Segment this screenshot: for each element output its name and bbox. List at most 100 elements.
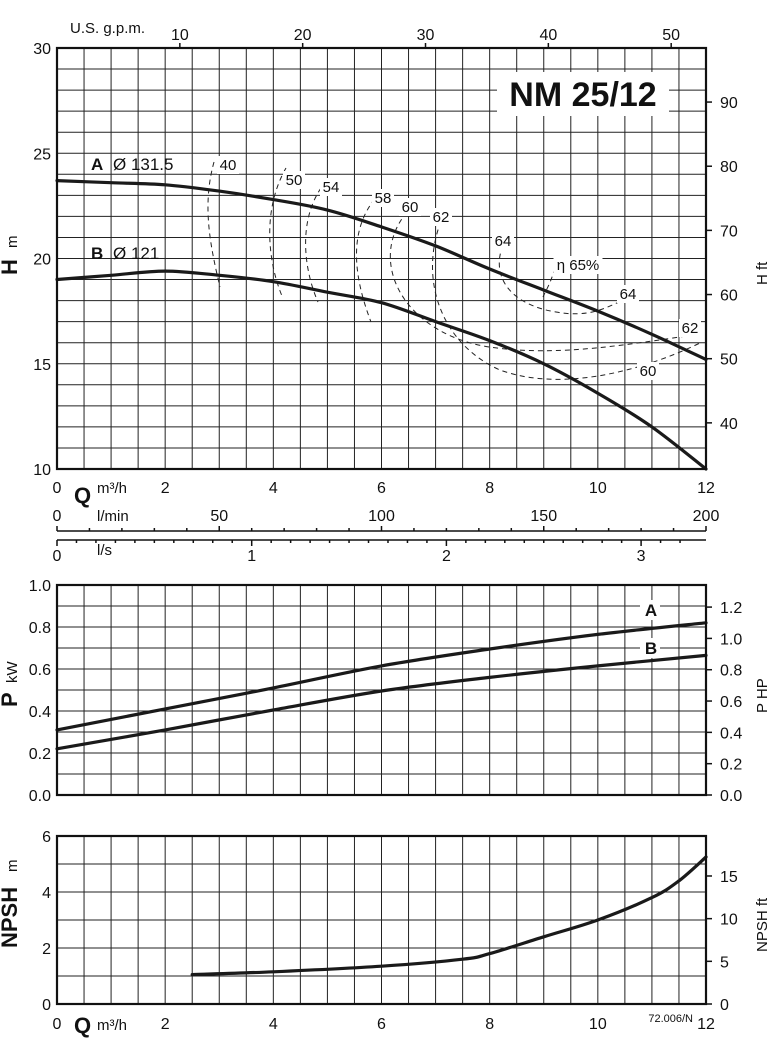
power-axis-label: P [0, 692, 22, 707]
chart-title: NM 25/12 [509, 76, 656, 114]
lmin-tick-label: 150 [530, 508, 557, 525]
figure-code: 72.006/N [648, 1013, 693, 1025]
npsh-y-tick-label: 6 [42, 829, 51, 846]
head-ft-tick-label: 80 [720, 159, 738, 176]
efficiency-label: 60 [402, 199, 419, 216]
flow-x-tick-label-top: 0 [53, 480, 62, 497]
efficiency-label: 40 [220, 157, 237, 174]
power-hp-tick-label: 0.2 [720, 757, 742, 774]
npsh-ft-tick-label: 0 [720, 997, 729, 1014]
efficiency-label: 62 [682, 320, 699, 337]
flow-x-tick-label-bottom: 12 [697, 1016, 715, 1033]
efficiency-label-bg [637, 362, 659, 380]
power-curve-b-name: B [645, 639, 657, 658]
lmin-tick-label: 200 [693, 508, 720, 525]
power-hp-tick-label: 1.0 [720, 631, 742, 648]
efficiency-label: 64 [620, 286, 637, 303]
flow-x-tick-label-bottom: 6 [377, 1016, 386, 1033]
head-curve-a-diameter: Ø 131.5 [113, 155, 174, 174]
efficiency-label-bg [617, 285, 639, 303]
lmin-axis-label: l/min [97, 508, 129, 525]
power-hp-tick-label: 1.2 [720, 600, 742, 617]
head-y-tick-label: 30 [33, 41, 51, 58]
title-box: NM 25/12 [497, 72, 669, 116]
gpm-tick-label: 40 [539, 27, 557, 44]
flow-x-tick-label-top: 6 [377, 480, 386, 497]
ls-tick-label: 0 [53, 548, 62, 565]
ls-tick-label: 3 [637, 548, 646, 565]
efficiency-contour [305, 187, 322, 303]
efficiency-contour [498, 244, 629, 315]
gpm-tick-label: 50 [662, 27, 680, 44]
head-curve-b-name: B [91, 244, 103, 263]
npsh-curve [190, 855, 708, 977]
head-ft-axis-label: H ft [754, 261, 771, 285]
efficiency-label-bg [553, 256, 603, 274]
frame-layer [55, 43, 712, 1006]
power-y-tick-label: 0.6 [29, 662, 51, 679]
power-hp-tick-label: 0.4 [720, 725, 742, 742]
head-curve-a-name: A [91, 155, 103, 174]
head-y-tick-label: 15 [33, 357, 51, 374]
head-y-tick-label: 20 [33, 252, 51, 269]
head-ft-tick-label: 40 [720, 416, 738, 433]
efficiency-contour [389, 211, 701, 352]
head-curve-b [55, 269, 708, 471]
head-ft-tick-label: 50 [720, 352, 738, 369]
flow-x-tick-label-top: 10 [589, 480, 607, 497]
npsh-ft-tick-label: 5 [720, 954, 729, 971]
head-axis-unit: m [4, 236, 21, 249]
power-y-tick-label: 0.2 [29, 746, 51, 763]
flow-axis-label-bottom: Q [74, 1013, 91, 1038]
efficiency-contour [207, 161, 221, 288]
efficiency-label-bg [492, 232, 514, 250]
head-ft-tick-label: 60 [720, 288, 738, 305]
lmin-tick-label: 100 [368, 508, 395, 525]
head-ft-tick-label: 90 [720, 95, 738, 112]
head-y-tick-label: 10 [33, 462, 51, 479]
power-hp-tick-label: 0.8 [720, 663, 742, 680]
power-curve-a-name: A [645, 601, 657, 620]
power-y-tick-label: 0.4 [29, 704, 51, 721]
npsh-y-tick-label: 0 [42, 997, 51, 1014]
gpm-tick-label: 10 [171, 27, 189, 44]
efficiency-label: η 65% [557, 257, 600, 274]
npsh-axis-unit: m [4, 860, 21, 873]
power-y-tick-label: 0.0 [29, 788, 51, 805]
power-frame [55, 583, 708, 797]
efficiency-label-bg [372, 189, 394, 207]
ls-tick-label: 1 [247, 548, 256, 565]
npsh-ft-tick-label: 15 [720, 869, 738, 886]
efficiency-label-bg [217, 156, 239, 174]
power-curve-b-label-bg [640, 638, 660, 658]
npsh-frame [55, 834, 708, 1006]
efficiency-label-bg [399, 198, 421, 216]
power-y-tick-label: 1.0 [29, 578, 51, 595]
head-frame [55, 46, 708, 471]
power-hp-axis-label: P HP [754, 678, 771, 713]
flow-axis-unit-top: m³/h [97, 480, 127, 497]
flow-x-tick-label-bottom: 8 [485, 1016, 494, 1033]
grid-layer [57, 48, 706, 1004]
flow-x-tick-label-top: 8 [485, 480, 494, 497]
gpm-tick-label: 20 [294, 27, 312, 44]
flow-x-tick-label-bottom: 4 [269, 1016, 278, 1033]
power-hp-tick-label: 0.0 [720, 788, 742, 805]
flow-axis-unit-bottom: m³/h [97, 1017, 127, 1034]
npsh-axis-label: NPSH [0, 887, 22, 948]
power-curve-a-label-bg [640, 600, 660, 620]
gpm-tick-label: 30 [417, 27, 435, 44]
efficiency-label: 58 [375, 190, 392, 207]
flow-x-tick-label-top: 2 [161, 480, 170, 497]
efficiency-label: 54 [323, 179, 340, 196]
npsh-ft-axis-label: NPSH ft [754, 897, 771, 952]
power-curve-a [55, 621, 708, 732]
ls-tick-label: 2 [442, 548, 451, 565]
efficiency-label: 64 [495, 233, 512, 250]
efficiency-label-bg [679, 319, 701, 337]
flow-x-tick-label-bottom: 10 [589, 1016, 607, 1033]
efficiency-curves [207, 161, 701, 380]
npsh-ft-tick-label: 10 [720, 912, 738, 929]
lmin-tick-label: 50 [210, 508, 228, 525]
head-curve-a [55, 179, 708, 362]
